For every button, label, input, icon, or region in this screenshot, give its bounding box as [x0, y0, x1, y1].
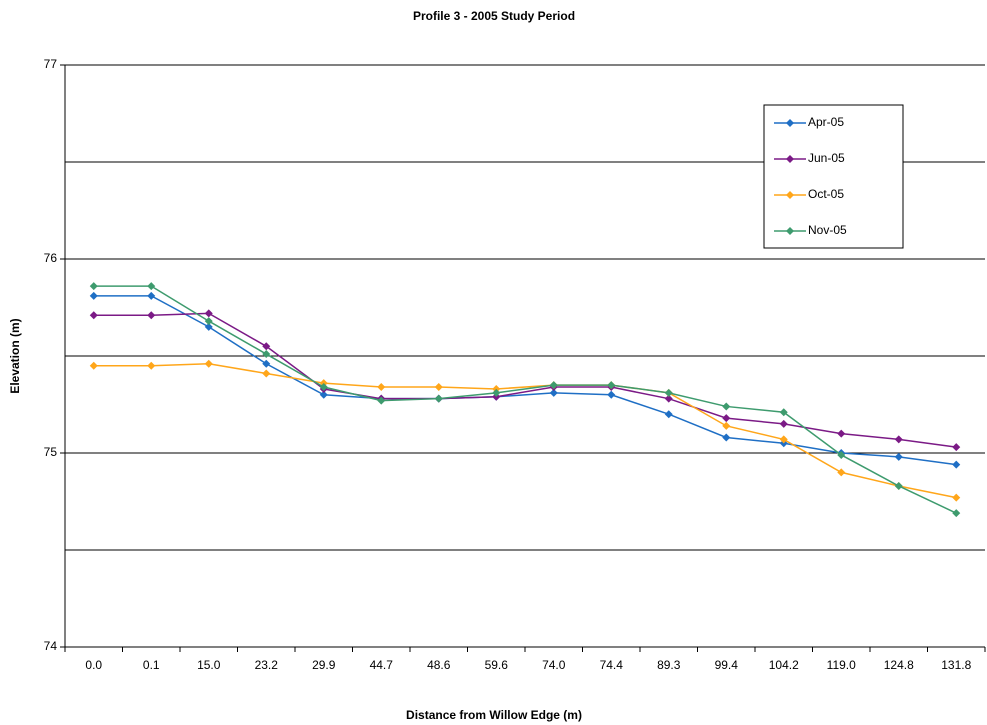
series-line: [93, 285, 957, 514]
data-point: [89, 282, 98, 291]
y-tick-label: 74: [44, 639, 58, 653]
data-point: [722, 433, 731, 442]
data-point: [434, 383, 443, 392]
data-point: [147, 282, 156, 291]
data-point: [89, 361, 98, 370]
legend-marker: [786, 227, 794, 235]
y-tick-label: 75: [44, 445, 58, 459]
x-tick-label: 0.1: [143, 658, 160, 672]
x-tick-label: 131.8: [941, 658, 971, 672]
data-point: [147, 311, 156, 320]
x-tick-label: 74.4: [600, 658, 624, 672]
x-tick-label: 74.0: [542, 658, 566, 672]
legend-label: Oct-05: [808, 187, 844, 201]
data-point: [722, 414, 731, 423]
x-tick-label: 59.6: [485, 658, 509, 672]
chart-title: Profile 3 - 2005 Study Period: [413, 9, 575, 23]
data-point: [549, 388, 558, 397]
series-line: [93, 312, 957, 448]
y-tick-label: 77: [44, 57, 58, 71]
data-point: [779, 419, 788, 428]
data-point: [722, 421, 731, 430]
data-point: [89, 291, 98, 300]
legend-label: Jun-05: [808, 151, 845, 165]
x-tick-label: 15.0: [197, 658, 221, 672]
data-point: [377, 383, 386, 392]
data-point: [837, 429, 846, 438]
data-point: [262, 342, 271, 351]
data-point: [952, 509, 961, 518]
data-point: [434, 394, 443, 403]
legend-marker: [786, 119, 794, 127]
data-point: [894, 452, 903, 461]
x-tick-label: 44.7: [370, 658, 394, 672]
data-point: [952, 493, 961, 502]
data-point: [147, 291, 156, 300]
x-tick-label: 104.2: [769, 658, 799, 672]
data-point: [492, 388, 501, 397]
data-point: [894, 481, 903, 490]
x-tick-label: 48.6: [427, 658, 451, 672]
x-tick-label: 0.0: [85, 658, 102, 672]
data-point: [607, 381, 616, 390]
data-point: [722, 402, 731, 411]
x-tick-label: 89.3: [657, 658, 681, 672]
y-tick-label: 76: [44, 251, 58, 265]
series-line: [93, 363, 957, 499]
x-tick-label: 23.2: [255, 658, 279, 672]
data-point: [837, 468, 846, 477]
data-point: [952, 443, 961, 452]
legend-label: Nov-05: [808, 223, 847, 237]
x-tick-label: 124.8: [884, 658, 914, 672]
data-point: [262, 369, 271, 378]
data-point: [319, 390, 328, 399]
data-point: [204, 317, 213, 326]
data-point: [262, 350, 271, 359]
data-point: [204, 309, 213, 318]
data-point: [319, 383, 328, 392]
legend-box: [763, 104, 904, 249]
data-point: [89, 311, 98, 320]
legend-label: Apr-05: [808, 115, 844, 129]
data-point: [664, 388, 673, 397]
series-line: [93, 295, 957, 466]
data-point: [204, 322, 213, 331]
data-point: [952, 460, 961, 469]
legend-marker: [786, 155, 794, 163]
data-point: [262, 359, 271, 368]
data-point: [779, 435, 788, 444]
data-point: [147, 361, 156, 370]
data-point: [377, 396, 386, 405]
data-point: [664, 410, 673, 419]
x-tick-label: 99.4: [715, 658, 739, 672]
data-point: [894, 435, 903, 444]
data-point: [549, 381, 558, 390]
x-axis-title: Distance from Willow Edge (m): [406, 708, 582, 722]
x-tick-label: 119.0: [827, 658, 856, 672]
data-point: [664, 394, 673, 403]
data-point: [204, 359, 213, 368]
data-point: [607, 390, 616, 399]
x-tick-label: 29.9: [312, 658, 336, 672]
y-axis-title: Elevation (m): [8, 318, 22, 393]
data-point: [779, 408, 788, 417]
legend-marker: [786, 191, 794, 199]
data-point: [837, 450, 846, 459]
